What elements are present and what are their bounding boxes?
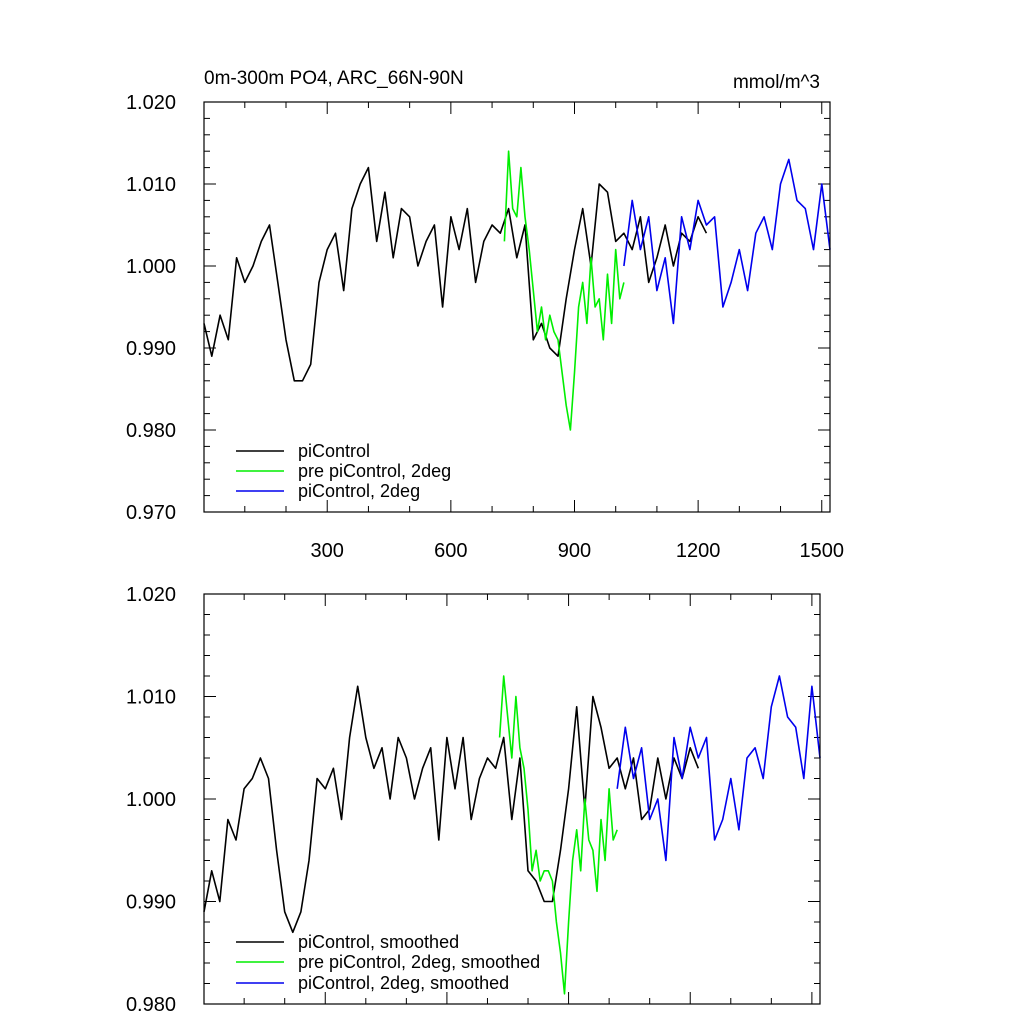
legend-label-picontrol-2deg-smoothed: piControl, 2deg, smoothed xyxy=(298,973,509,993)
bottom-panel: 0.980 0.990 1.000 1.010 1.020 piControl, smo… xyxy=(126,584,821,1016)
legend-label-pre-picontrol-2deg: pre piControl, 2deg xyxy=(298,461,451,481)
bottom-y-ticks: 0.980 0.990 1.000 1.010 1.020 xyxy=(126,584,820,1016)
y-tick-label: 0.990 xyxy=(126,338,176,360)
x-tick-label: 1200 xyxy=(676,540,721,562)
top-plot-frame xyxy=(203,101,831,513)
top-series-line-picontrol xyxy=(203,166,708,382)
units-label: mmol/m^3 xyxy=(733,72,820,93)
bottom-plot-frame xyxy=(203,593,821,1005)
legend-label-picontrol-2deg: piControl, 2deg xyxy=(298,481,420,501)
y-tick-label: 1.020 xyxy=(126,584,176,606)
y-tick-label: 0.970 xyxy=(126,502,176,524)
y-tick-label: 1.010 xyxy=(126,174,176,196)
bottom-series-line-picontrol-smoothed xyxy=(203,685,700,934)
top-x-ticks: 300 600 900 1200 1500 xyxy=(244,102,845,562)
top-panel: 0m-300m PO4, ARC_66N-90N mmol/m^3 0.9700… xyxy=(126,68,844,562)
legend-label-picontrol: piControl xyxy=(298,441,370,461)
bottom-series xyxy=(203,675,821,995)
bottom-legend: piControl, smoothed pre piControl, 2deg,… xyxy=(236,932,540,993)
top-y-ticks: 0.970 0.980 0.990 1.000 1.010 1.020 xyxy=(126,92,830,524)
legend-label-picontrol-smoothed: piControl, smoothed xyxy=(298,932,459,952)
y-tick-label: 1.010 xyxy=(126,687,176,709)
x-tick-label: 900 xyxy=(558,540,591,562)
y-tick-label: 1.020 xyxy=(126,92,176,114)
x-tick-label: 1500 xyxy=(800,540,845,562)
x-tick-label: 300 xyxy=(311,540,344,562)
y-tick-label: 1.000 xyxy=(126,789,176,811)
y-tick-label: 0.980 xyxy=(126,420,176,442)
bottom-series-line-picontrol-2deg-smoothed xyxy=(616,675,821,862)
top-series-line-pre-picontrol-2deg xyxy=(503,150,625,431)
bottom-x-ticks xyxy=(243,594,813,1004)
legend-label-pre-picontrol-2deg-smoothed: pre piControl, 2deg, smoothed xyxy=(298,952,540,972)
top-legend: piControl pre piControl, 2deg piControl,… xyxy=(236,441,451,501)
top-series-line-picontrol-2deg xyxy=(623,158,831,325)
y-tick-label: 0.980 xyxy=(126,994,176,1016)
bottom-series-line-pre-picontrol-2deg-smoothed xyxy=(498,675,618,995)
chart-title: 0m-300m PO4, ARC_66N-90N xyxy=(204,68,464,89)
y-tick-label: 0.990 xyxy=(126,892,176,914)
x-tick-label: 600 xyxy=(434,540,467,562)
top-series xyxy=(203,150,831,431)
y-tick-label: 1.000 xyxy=(126,256,176,278)
